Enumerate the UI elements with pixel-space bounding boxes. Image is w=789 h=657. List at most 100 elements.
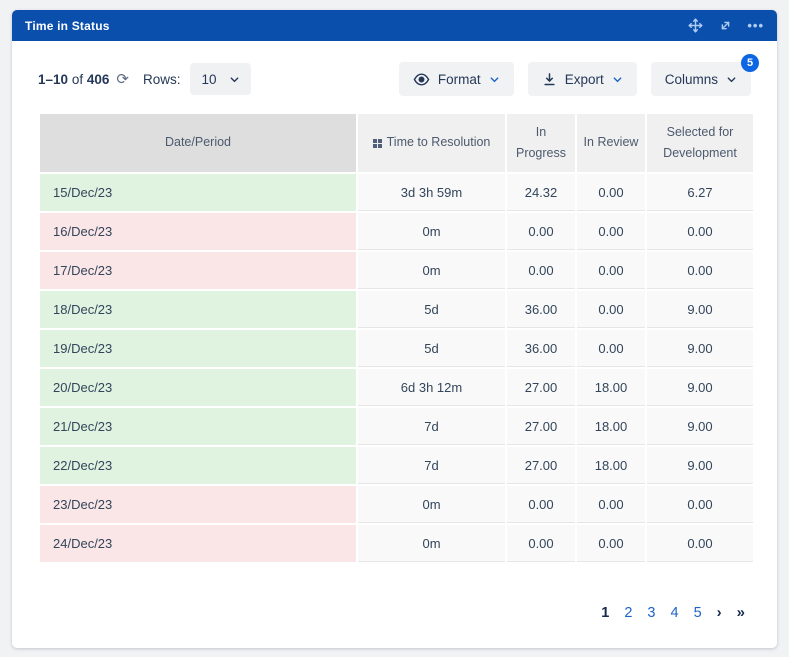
in-progress-cell: 0.00 — [507, 486, 575, 523]
ttr-cell: 5d — [358, 291, 505, 328]
chevron-down-icon — [489, 74, 500, 85]
table-row: 17/Dec/23 0m 0.00 0.00 0.00 — [40, 252, 753, 289]
ttr-cell: 0m — [358, 486, 505, 523]
column-header-selected-for-development[interactable]: Selected for Development — [647, 114, 753, 172]
date-cell: 20/Dec/23 — [40, 369, 356, 406]
gadget-header: Time in Status ••• — [12, 10, 777, 41]
selected-cell: 9.00 — [647, 369, 753, 406]
table-row: 15/Dec/23 3d 3h 59m 24.32 0.00 6.27 — [40, 174, 753, 211]
in-progress-cell: 27.00 — [507, 447, 575, 484]
pagination: 1 2 3 4 5 › » — [12, 604, 743, 621]
column-header-time-to-resolution[interactable]: Time to Resolution — [358, 114, 505, 172]
expand-icon[interactable] — [717, 17, 734, 34]
drag-handle-icon[interactable] — [373, 139, 382, 148]
chevron-down-icon — [229, 74, 240, 85]
table-row: 18/Dec/23 5d 36.00 0.00 9.00 — [40, 291, 753, 328]
table-row: 20/Dec/23 6d 3h 12m 27.00 18.00 9.00 — [40, 369, 753, 406]
date-cell: 22/Dec/23 — [40, 447, 356, 484]
in-review-cell: 0.00 — [577, 291, 645, 328]
table-row: 21/Dec/23 7d 27.00 18.00 9.00 — [40, 408, 753, 445]
date-cell: 19/Dec/23 — [40, 330, 356, 367]
range-total: 406 — [87, 72, 110, 87]
ttr-cell: 7d — [358, 408, 505, 445]
in-review-cell: 18.00 — [577, 408, 645, 445]
page-link-3[interactable]: 3 — [647, 605, 655, 621]
column-header-date-period[interactable]: Date/Period — [40, 114, 356, 172]
table-row: 24/Dec/23 0m 0.00 0.00 0.00 — [40, 525, 753, 562]
refresh-icon[interactable]: ⟳ — [116, 72, 129, 87]
ttr-cell: 7d — [358, 447, 505, 484]
download-icon — [542, 72, 557, 87]
more-options-icon[interactable]: ••• — [747, 19, 764, 32]
date-cell: 17/Dec/23 — [40, 252, 356, 289]
move-icon[interactable] — [687, 17, 704, 34]
table-header-row: Date/Period Time to Resolution In Progre… — [40, 114, 753, 172]
last-page-icon[interactable]: » — [737, 604, 743, 621]
page-current[interactable]: 1 — [601, 605, 609, 621]
page-link-2[interactable]: 2 — [624, 605, 632, 621]
table-toolbar: 1–10 of 406 ⟳ Rows: 10 Format Export — [38, 62, 751, 96]
range-of: of — [72, 72, 83, 87]
column-header-in-progress[interactable]: In Progress — [507, 114, 575, 172]
date-cell: 23/Dec/23 — [40, 486, 356, 523]
format-button[interactable]: Format — [399, 62, 514, 96]
export-button[interactable]: Export — [528, 62, 637, 96]
in-review-cell: 0.00 — [577, 525, 645, 562]
in-review-cell: 18.00 — [577, 369, 645, 406]
chevron-down-icon — [612, 74, 623, 85]
in-progress-cell: 36.00 — [507, 330, 575, 367]
page-link-4[interactable]: 4 — [671, 605, 679, 621]
selected-cell: 6.27 — [647, 174, 753, 211]
table-row: 23/Dec/23 0m 0.00 0.00 0.00 — [40, 486, 753, 523]
gadget-header-actions: ••• — [687, 17, 764, 34]
selected-cell: 0.00 — [647, 252, 753, 289]
time-in-status-table: Date/Period Time to Resolution In Progre… — [38, 112, 755, 564]
in-review-cell: 0.00 — [577, 213, 645, 250]
ttr-cell: 0m — [358, 213, 505, 250]
chevron-down-icon — [726, 74, 737, 85]
selected-cell: 0.00 — [647, 213, 753, 250]
in-progress-cell: 24.32 — [507, 174, 575, 211]
in-progress-cell: 0.00 — [507, 252, 575, 289]
eye-icon — [413, 71, 430, 88]
in-progress-cell: 0.00 — [507, 213, 575, 250]
in-review-cell: 0.00 — [577, 174, 645, 211]
columns-button[interactable]: Columns 5 — [651, 62, 751, 96]
date-cell: 16/Dec/23 — [40, 213, 356, 250]
column-header-in-review[interactable]: In Review — [577, 114, 645, 172]
in-progress-cell: 27.00 — [507, 408, 575, 445]
format-button-label: Format — [438, 72, 481, 87]
rows-per-page-select[interactable]: 10 — [190, 63, 250, 95]
date-cell: 24/Dec/23 — [40, 525, 356, 562]
in-progress-cell: 27.00 — [507, 369, 575, 406]
selected-cell: 0.00 — [647, 486, 753, 523]
table-row: 22/Dec/23 7d 27.00 18.00 9.00 — [40, 447, 753, 484]
columns-count-badge: 5 — [741, 54, 759, 72]
gadget-title: Time in Status — [25, 19, 110, 33]
ttr-cell: 3d 3h 59m — [358, 174, 505, 211]
in-progress-cell: 36.00 — [507, 291, 575, 328]
columns-button-label: Columns — [665, 72, 718, 87]
in-review-cell: 0.00 — [577, 486, 645, 523]
selected-cell: 9.00 — [647, 447, 753, 484]
date-cell: 18/Dec/23 — [40, 291, 356, 328]
in-progress-cell: 0.00 — [507, 525, 575, 562]
selected-cell: 0.00 — [647, 525, 753, 562]
selected-cell: 9.00 — [647, 408, 753, 445]
rows-label: Rows: — [143, 72, 181, 87]
selected-cell: 9.00 — [647, 291, 753, 328]
table-body: 15/Dec/23 3d 3h 59m 24.32 0.00 6.27 16/D… — [40, 174, 753, 562]
ttr-cell: 5d — [358, 330, 505, 367]
next-page-icon[interactable]: › — [717, 604, 722, 621]
ttr-cell: 0m — [358, 525, 505, 562]
table-row: 16/Dec/23 0m 0.00 0.00 0.00 — [40, 213, 753, 250]
result-range: 1–10 of 406 — [38, 72, 109, 87]
export-button-label: Export — [565, 72, 604, 87]
ttr-cell: 0m — [358, 252, 505, 289]
table-row: 19/Dec/23 5d 36.00 0.00 9.00 — [40, 330, 753, 367]
rows-per-page-value: 10 — [201, 72, 216, 87]
column-header-label: Time to Resolution — [387, 132, 491, 153]
date-cell: 15/Dec/23 — [40, 174, 356, 211]
page-link-5[interactable]: 5 — [694, 605, 702, 621]
in-review-cell: 0.00 — [577, 252, 645, 289]
